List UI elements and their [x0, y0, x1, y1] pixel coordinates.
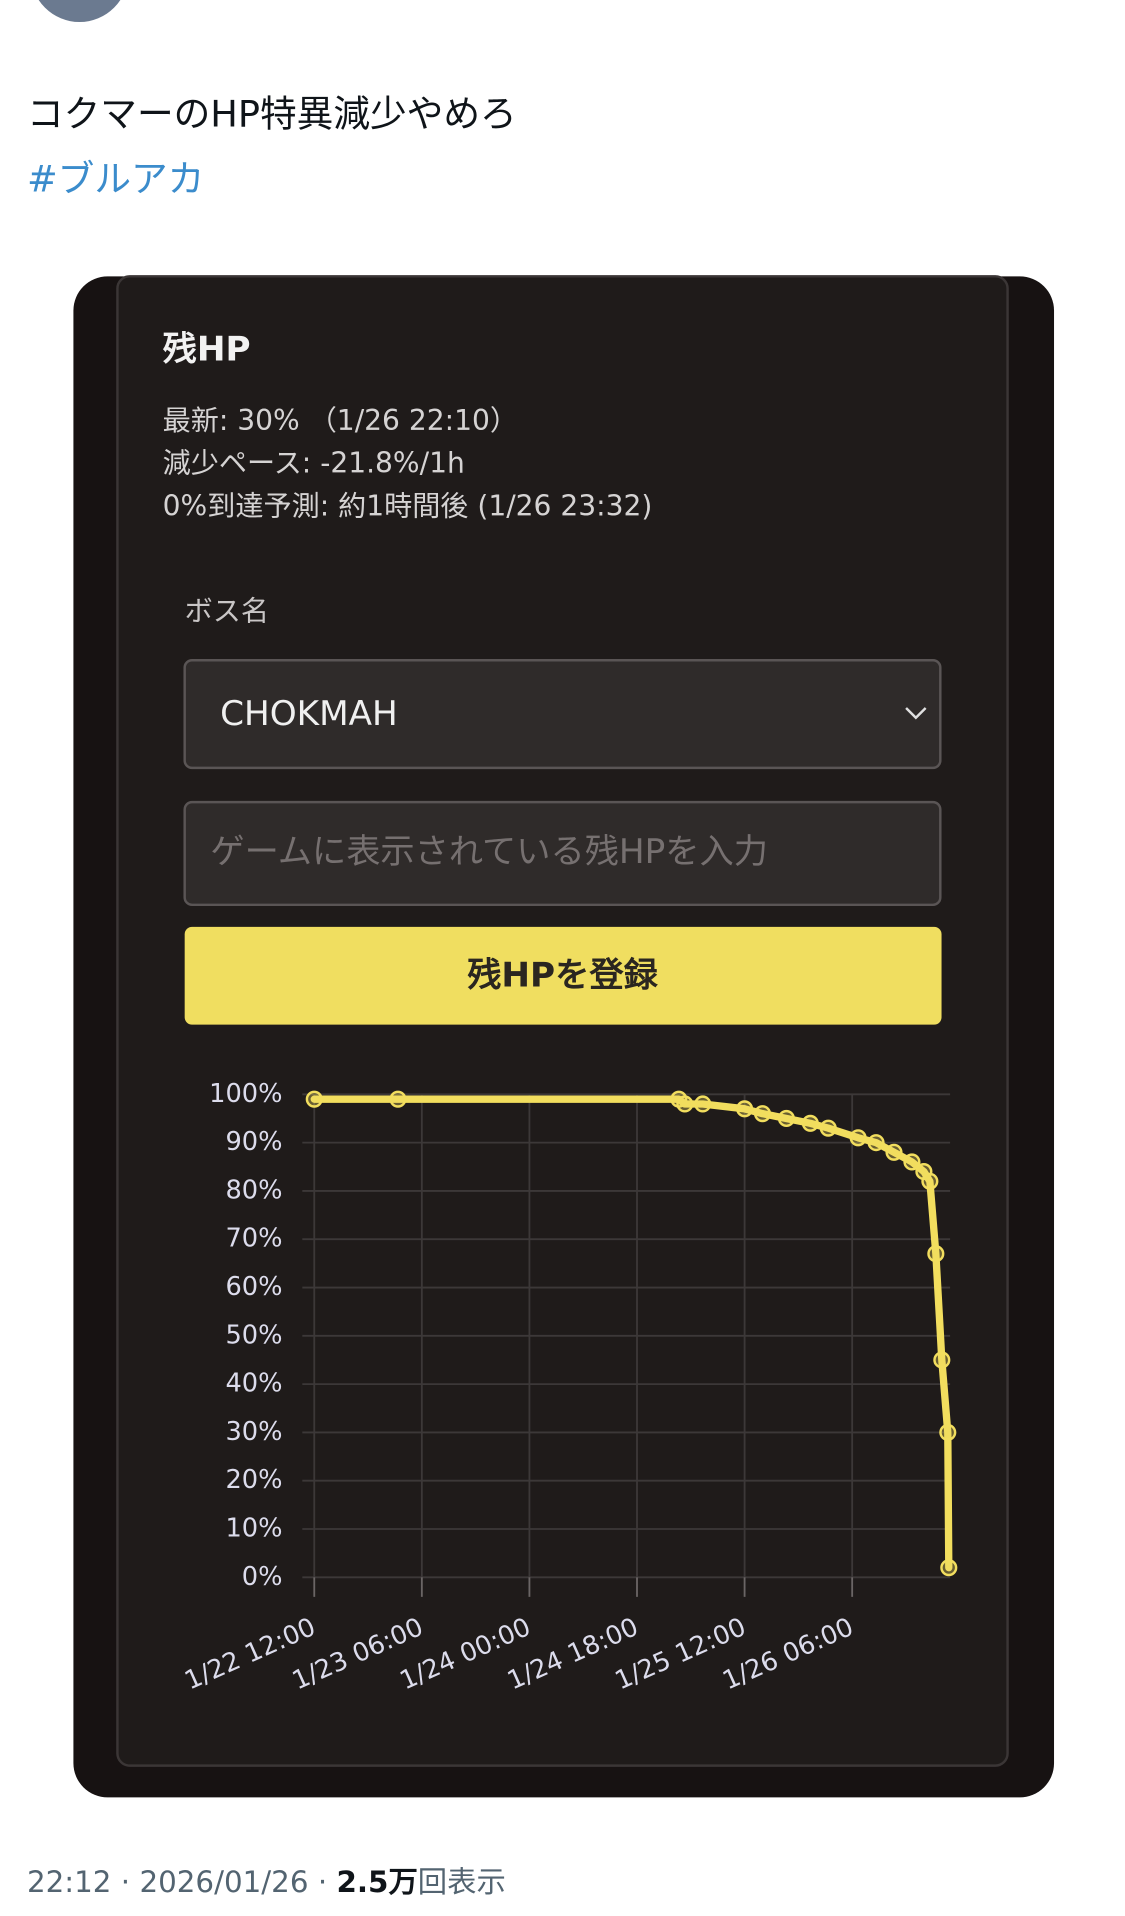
y-tick-label: 60%	[225, 1272, 282, 1302]
data-point	[940, 1559, 958, 1577]
data-point	[736, 1100, 754, 1118]
tweet-text: コクマーのHP特異減少やめろ	[27, 93, 517, 136]
select-value[interactable]: CHOKMAH	[220, 694, 398, 734]
footer-line: 22:12 · 2026/01/26 · 2.5万回表示	[27, 1864, 506, 1898]
stat-line: 0%到達予測: 約1時間後 (1/26 23:32)	[163, 489, 653, 522]
data-point	[389, 1090, 407, 1108]
hashtag[interactable]: #ブルアカ	[27, 157, 204, 200]
input-placeholder[interactable]: ゲームに表示されている残HPを入力	[210, 832, 768, 872]
y-tick-label: 100%	[209, 1079, 282, 1109]
data-point	[305, 1090, 323, 1108]
data-point	[777, 1109, 795, 1128]
data-point	[939, 1423, 957, 1441]
y-tick-label: 80%	[225, 1175, 282, 1205]
data-point	[927, 1245, 945, 1263]
y-tick-label: 70%	[225, 1224, 282, 1254]
tweet-footer: 22:12 · 2026/01/26 · 2.5万回表示	[27, 1864, 506, 1898]
data-point	[867, 1134, 885, 1152]
view-count: 2.5万	[336, 1864, 417, 1898]
data-line	[310, 1095, 953, 1572]
data-point	[885, 1143, 903, 1161]
data-point	[933, 1351, 951, 1369]
data-point	[903, 1153, 921, 1171]
y-tick-label: 50%	[225, 1320, 282, 1350]
stat-line: 減少ペース: -21.8%/1h	[163, 447, 465, 480]
data-point	[819, 1119, 837, 1137]
data-point	[921, 1172, 939, 1190]
data-point	[676, 1095, 694, 1113]
y-tick-label: 20%	[225, 1465, 282, 1495]
submit-button[interactable]: 残HPを登録	[184, 926, 942, 1025]
data-point	[849, 1129, 867, 1147]
data-point	[801, 1114, 819, 1132]
data-point	[694, 1095, 712, 1113]
y-tick-label: 30%	[225, 1417, 282, 1447]
stat-line: 最新: 30% （1/26 22:10）	[163, 404, 518, 437]
separator: ·	[121, 1864, 130, 1898]
data-point	[753, 1105, 772, 1123]
hp-input[interactable]: ゲームに表示されている残HPを入力	[183, 800, 942, 907]
avatar[interactable]	[31, 0, 129, 22]
y-tick-label: 90%	[225, 1127, 282, 1157]
boss-select[interactable]: CHOKMAH	[183, 659, 942, 770]
y-tick-label: 0%	[242, 1562, 283, 1592]
y-tick-label: 10%	[225, 1514, 282, 1544]
date: 2026/01/26	[139, 1864, 308, 1898]
view-label: 回表示	[418, 1864, 506, 1898]
time: 22:12	[27, 1864, 112, 1898]
y-tick-label: 40%	[225, 1369, 282, 1399]
card-title: 残HP	[163, 329, 251, 369]
select-box[interactable]	[183, 659, 942, 770]
field-label: ボス名	[185, 595, 269, 628]
button-label[interactable]: 残HPを登録	[467, 955, 658, 995]
separator: ·	[318, 1864, 327, 1898]
input-box[interactable]	[183, 800, 942, 907]
button-bg[interactable]	[184, 926, 942, 1025]
chevron[interactable]	[905, 707, 927, 720]
